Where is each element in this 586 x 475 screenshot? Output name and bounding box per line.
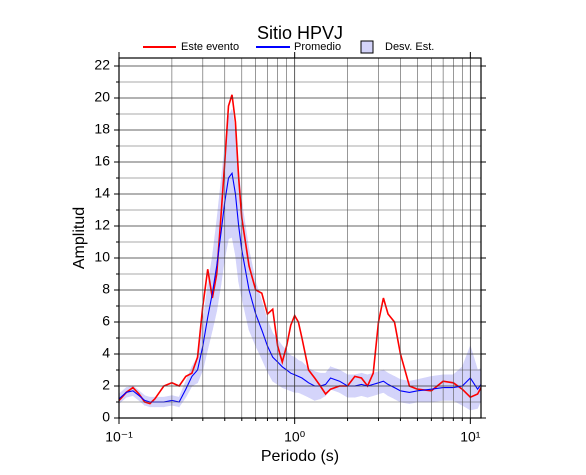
x-axis-label: Periodo (s) [261,448,339,465]
legend-label: Desv. Est. [385,41,434,53]
y-tick-label: 8 [102,281,110,297]
y-tick-label: 22 [94,57,110,73]
y-tick-label: 12 [94,217,110,233]
x-tick-label: 10¹ [460,429,481,445]
y-tick-label: 16 [94,153,110,169]
series-line [119,94,481,405]
y-tick-label: 18 [94,121,110,137]
y-axis-label: Amplitud [71,207,88,269]
legend-label: Promedio [294,41,341,53]
std-band [470,345,478,411]
y-tick-label: 6 [102,313,110,329]
y-tick-label: 14 [94,185,110,201]
legend-label: Este evento [181,41,239,53]
y-tick-label: 0 [102,409,110,425]
plot-frame [118,57,482,419]
y-tick-label: 4 [102,345,110,361]
std-band [477,368,481,409]
y-tick-label: 10 [94,249,110,265]
legend-swatch [360,40,374,54]
x-tick-label: 10⁰ [284,429,306,445]
std-band [461,345,471,411]
plot-area [119,94,481,411]
y-tick-label: 2 [102,377,110,393]
x-tick-label: 10⁻¹ [105,429,133,445]
chart-title: Sitio HPVJ [257,23,343,43]
std-band [248,249,256,347]
y-tick-label: 20 [94,89,110,105]
series-line [119,171,481,403]
